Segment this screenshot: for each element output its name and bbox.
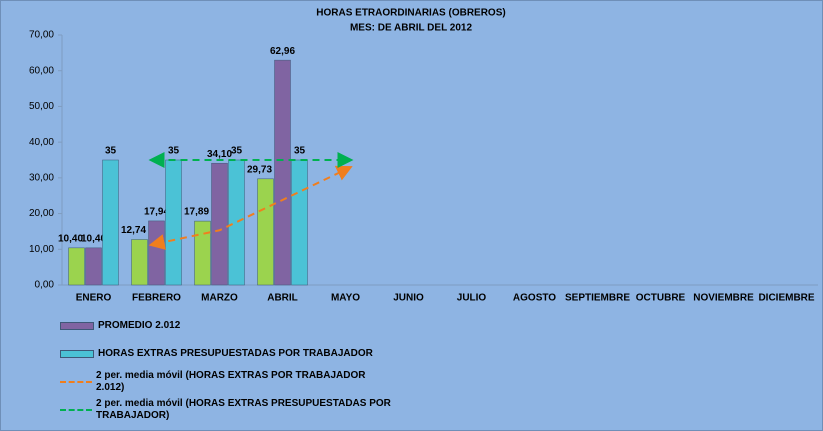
x-tick-label: JUNIO <box>393 293 424 304</box>
legend-swatch <box>60 350 94 358</box>
y-tick-label: 70,00 <box>29 30 54 41</box>
y-tick-label: 20,00 <box>29 208 54 219</box>
x-tick-label: DICIEMBRE <box>758 293 814 304</box>
data-label: 35 <box>105 146 117 157</box>
y-tick-label: 30,00 <box>29 172 54 183</box>
data-label: 10,40 <box>81 233 106 244</box>
bar <box>131 239 148 286</box>
legend-swatch <box>60 381 92 383</box>
legend-label: 2 per. media móvil (HORAS EXTRAS POR TRA… <box>96 370 366 393</box>
x-tick-label: ABRIL <box>267 293 298 304</box>
chart-title: HORAS ETRAORDINARIAS (OBREROS) <box>316 8 505 19</box>
y-tick-label: 0,00 <box>35 280 55 291</box>
bar <box>274 59 291 286</box>
bar <box>257 178 274 286</box>
data-label: 17,89 <box>184 207 209 218</box>
x-tick-label: FEBRERO <box>132 293 181 304</box>
x-tick-label: MARZO <box>201 293 238 304</box>
x-tick-label: SEPTIEMBRE <box>565 293 630 304</box>
data-label: 12,74 <box>121 225 146 236</box>
x-tick-label: NOVIEMBRE <box>693 293 754 304</box>
x-tick-label: OCTUBRE <box>636 293 686 304</box>
y-tick-label: 10,00 <box>29 244 54 255</box>
legend: PROMEDIO 2.012 HORAS EXTRAS PRESUPUESTADA… <box>60 312 400 424</box>
data-label: 29,73 <box>247 164 272 175</box>
legend-item: 2 per. media móvil (HORAS EXTRAS POR TRA… <box>60 368 400 396</box>
data-label: 35 <box>168 146 180 157</box>
bar <box>102 159 119 286</box>
moving-average-line <box>148 165 353 250</box>
legend-item: HORAS EXTRAS PRESUPUESTADAS POR TRABAJAD… <box>60 340 400 368</box>
bar <box>211 162 228 286</box>
bar <box>228 159 245 286</box>
x-tick-label: JULIO <box>457 293 487 304</box>
data-label: 62,96 <box>270 46 295 57</box>
bar <box>194 220 211 286</box>
legend-label: 2 per. media móvil (HORAS EXTRAS PRESUPU… <box>96 398 391 421</box>
data-label: 35 <box>231 146 243 157</box>
legend-item: PROMEDIO 2.012 <box>60 312 400 340</box>
bar <box>68 247 85 286</box>
bar <box>148 220 165 286</box>
x-tick-label: AGOSTO <box>513 293 556 304</box>
y-tick-label: 40,00 <box>29 137 54 148</box>
chart-subtitle: MES: DE ABRIL DEL 2012 <box>350 23 473 34</box>
x-tick-label: ENERO <box>76 293 112 304</box>
data-label: 34,10 <box>207 149 232 160</box>
y-tick-label: 50,00 <box>29 101 54 112</box>
legend-label: HORAS EXTRAS PRESUPUESTADAS POR TRABAJAD… <box>98 348 373 359</box>
legend-swatch <box>60 409 92 411</box>
bar <box>165 159 182 286</box>
legend-swatch <box>60 322 94 330</box>
x-tick-label: MAYO <box>331 293 360 304</box>
legend-label: PROMEDIO 2.012 <box>98 320 181 331</box>
data-label: 10,40 <box>58 233 83 244</box>
data-label: 35 <box>294 146 306 157</box>
y-tick-label: 60,00 <box>29 65 54 76</box>
legend-item: 2 per. media móvil (HORAS EXTRAS PRESUPU… <box>60 396 400 424</box>
bar <box>85 247 102 286</box>
bar <box>291 159 308 286</box>
